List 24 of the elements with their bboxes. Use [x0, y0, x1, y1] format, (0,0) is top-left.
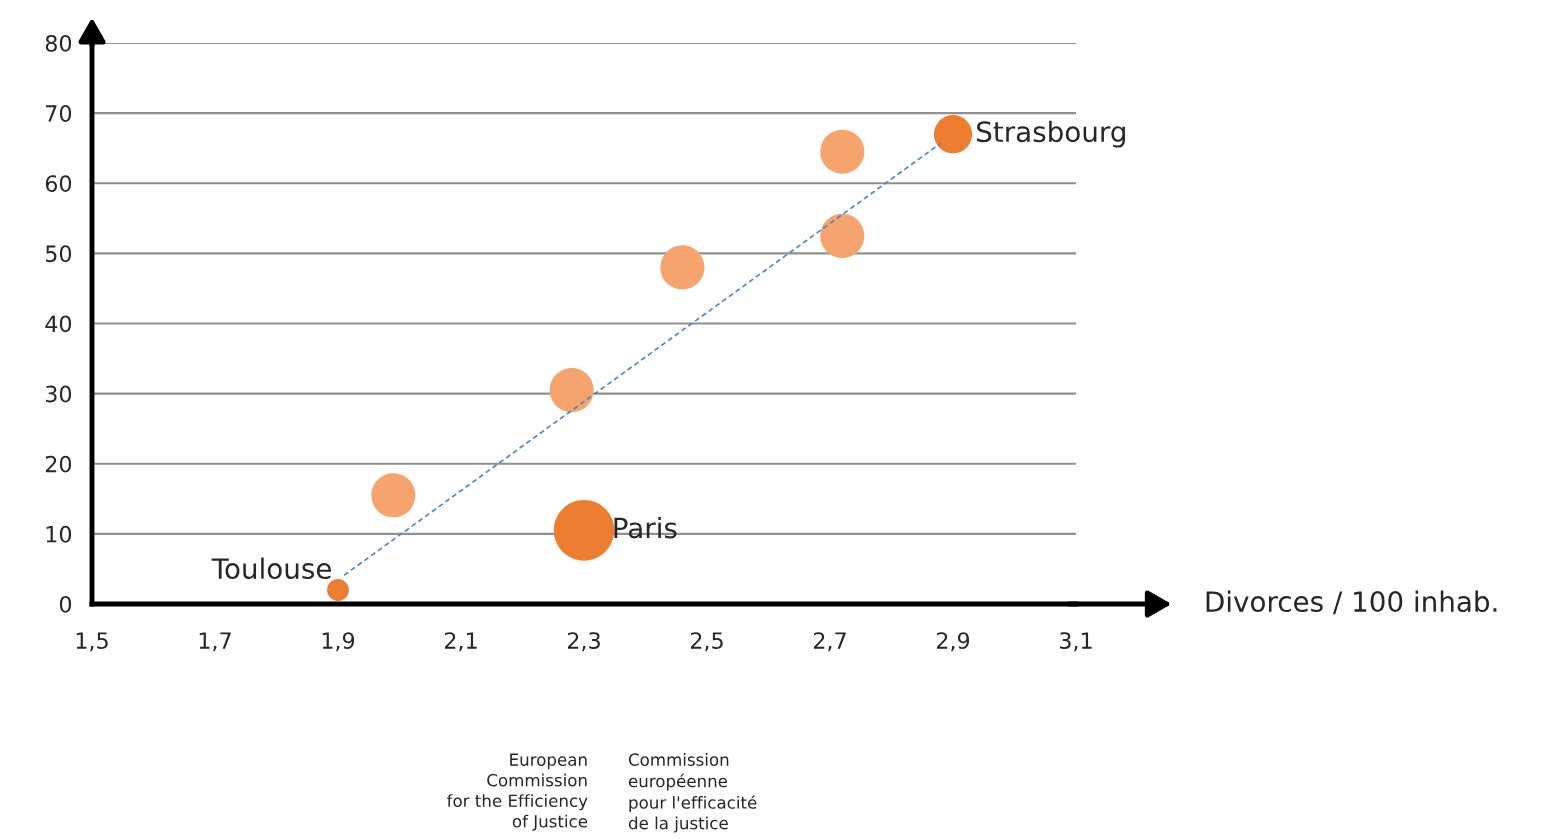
- y-tick-label: 30: [45, 385, 72, 403]
- y-tick-label: 0: [59, 595, 72, 613]
- y-tick-label: 60: [45, 175, 72, 193]
- y-tick-label: 80: [45, 34, 72, 52]
- annotation: Paris: [614, 516, 677, 539]
- x-tick-label: 1,7: [199, 632, 231, 652]
- x-tick-label: 2,9: [936, 632, 970, 652]
- y-tick-label: 20: [45, 455, 72, 473]
- x-tick-label: 2,7: [813, 632, 846, 652]
- y-tick-label: 70: [46, 105, 72, 122]
- x-tick-label: 2,3: [567, 632, 600, 652]
- y-tick-label: 40: [45, 315, 72, 333]
- y-tick-label: 10: [46, 525, 72, 543]
- x-tick-label: 1,5: [76, 632, 108, 652]
- text: European Commission for the Efficiency of Justice: [446, 753, 588, 831]
- text: Commission européenne pour l'efficacité de la justice: [628, 753, 757, 833]
- x-tick-label: 2,5: [690, 632, 723, 652]
- x-axis-title: Divorces / 100 inhab.: [1206, 590, 1497, 615]
- annotation: Strasbourg: [977, 120, 1125, 148]
- x-tick-label: 2,1: [444, 632, 477, 652]
- annotation: Toulouse: [211, 557, 331, 580]
- x-tick-label: 1,9: [322, 632, 355, 652]
- y-tick-label: 50: [45, 245, 72, 263]
- x-tick-label: 3,1: [1060, 632, 1092, 652]
